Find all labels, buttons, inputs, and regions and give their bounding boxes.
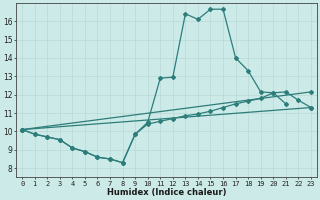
X-axis label: Humidex (Indice chaleur): Humidex (Indice chaleur) (107, 188, 226, 197)
